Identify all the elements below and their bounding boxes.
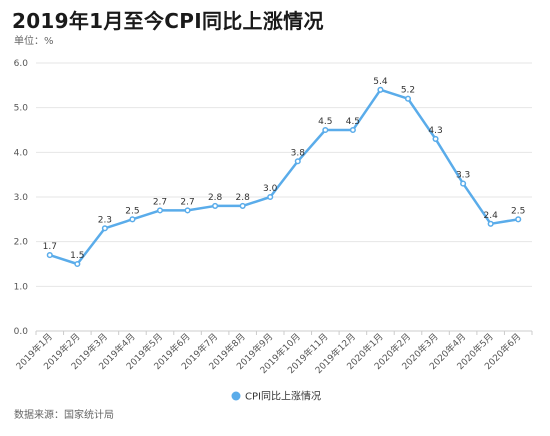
data-point [101, 225, 108, 232]
y-tick-label: 4.0 [14, 148, 29, 158]
series-line [49, 88, 519, 266]
y-tick-label: 0.0 [14, 327, 29, 337]
y-tick-label: 3.0 [14, 193, 29, 203]
data-point [156, 207, 164, 214]
data-label: 2.7 [180, 197, 194, 207]
y-tick-label: 6.0 [14, 59, 29, 69]
data-point [349, 126, 356, 134]
data-label: 2.8 [208, 193, 223, 203]
data-label: 3.8 [291, 148, 306, 158]
data-point [74, 260, 81, 268]
data-point [46, 252, 53, 259]
data-label: 2.5 [125, 206, 139, 216]
data-label: 2.3 [98, 215, 112, 225]
data-label: 2.4 [484, 211, 499, 221]
data-label: 2.8 [236, 193, 251, 203]
legend-marker [231, 391, 241, 401]
data-point [322, 126, 329, 134]
data-point [404, 95, 412, 102]
y-tick-label: 5.0 [14, 104, 29, 114]
data-point [460, 180, 467, 187]
data-point [487, 220, 494, 227]
data-point [515, 216, 522, 223]
data-label: 3.3 [456, 171, 470, 181]
data-label: 1.5 [70, 251, 84, 261]
source-label: 数据来源：国家统计局 [14, 410, 114, 421]
data-label: 1.7 [43, 242, 57, 252]
data-label: 2.7 [153, 197, 167, 207]
data-point [184, 207, 191, 214]
data-label: 5.2 [401, 86, 415, 96]
y-tick-label: 1.0 [14, 282, 29, 292]
data-point [212, 202, 219, 209]
chart-title: 2019年1月至今CPI同比上涨情况 [12, 9, 324, 33]
data-point [267, 193, 274, 201]
legend-label: CPI同比上涨情况 [245, 390, 321, 403]
data-point [377, 86, 384, 93]
data-label: 5.4 [373, 77, 388, 87]
y-tick-label: 2.0 [14, 238, 29, 248]
data-point [239, 202, 246, 209]
data-label: 3.0 [263, 184, 278, 194]
data-label: 4.5 [318, 117, 332, 127]
data-label: 2.5 [511, 206, 525, 216]
data-point [432, 135, 439, 142]
data-label: 4.5 [346, 117, 360, 127]
data-point [294, 158, 301, 165]
unit-label: 单位：% [14, 36, 54, 47]
data-point [129, 216, 136, 223]
data-label: 4.3 [428, 126, 442, 136]
